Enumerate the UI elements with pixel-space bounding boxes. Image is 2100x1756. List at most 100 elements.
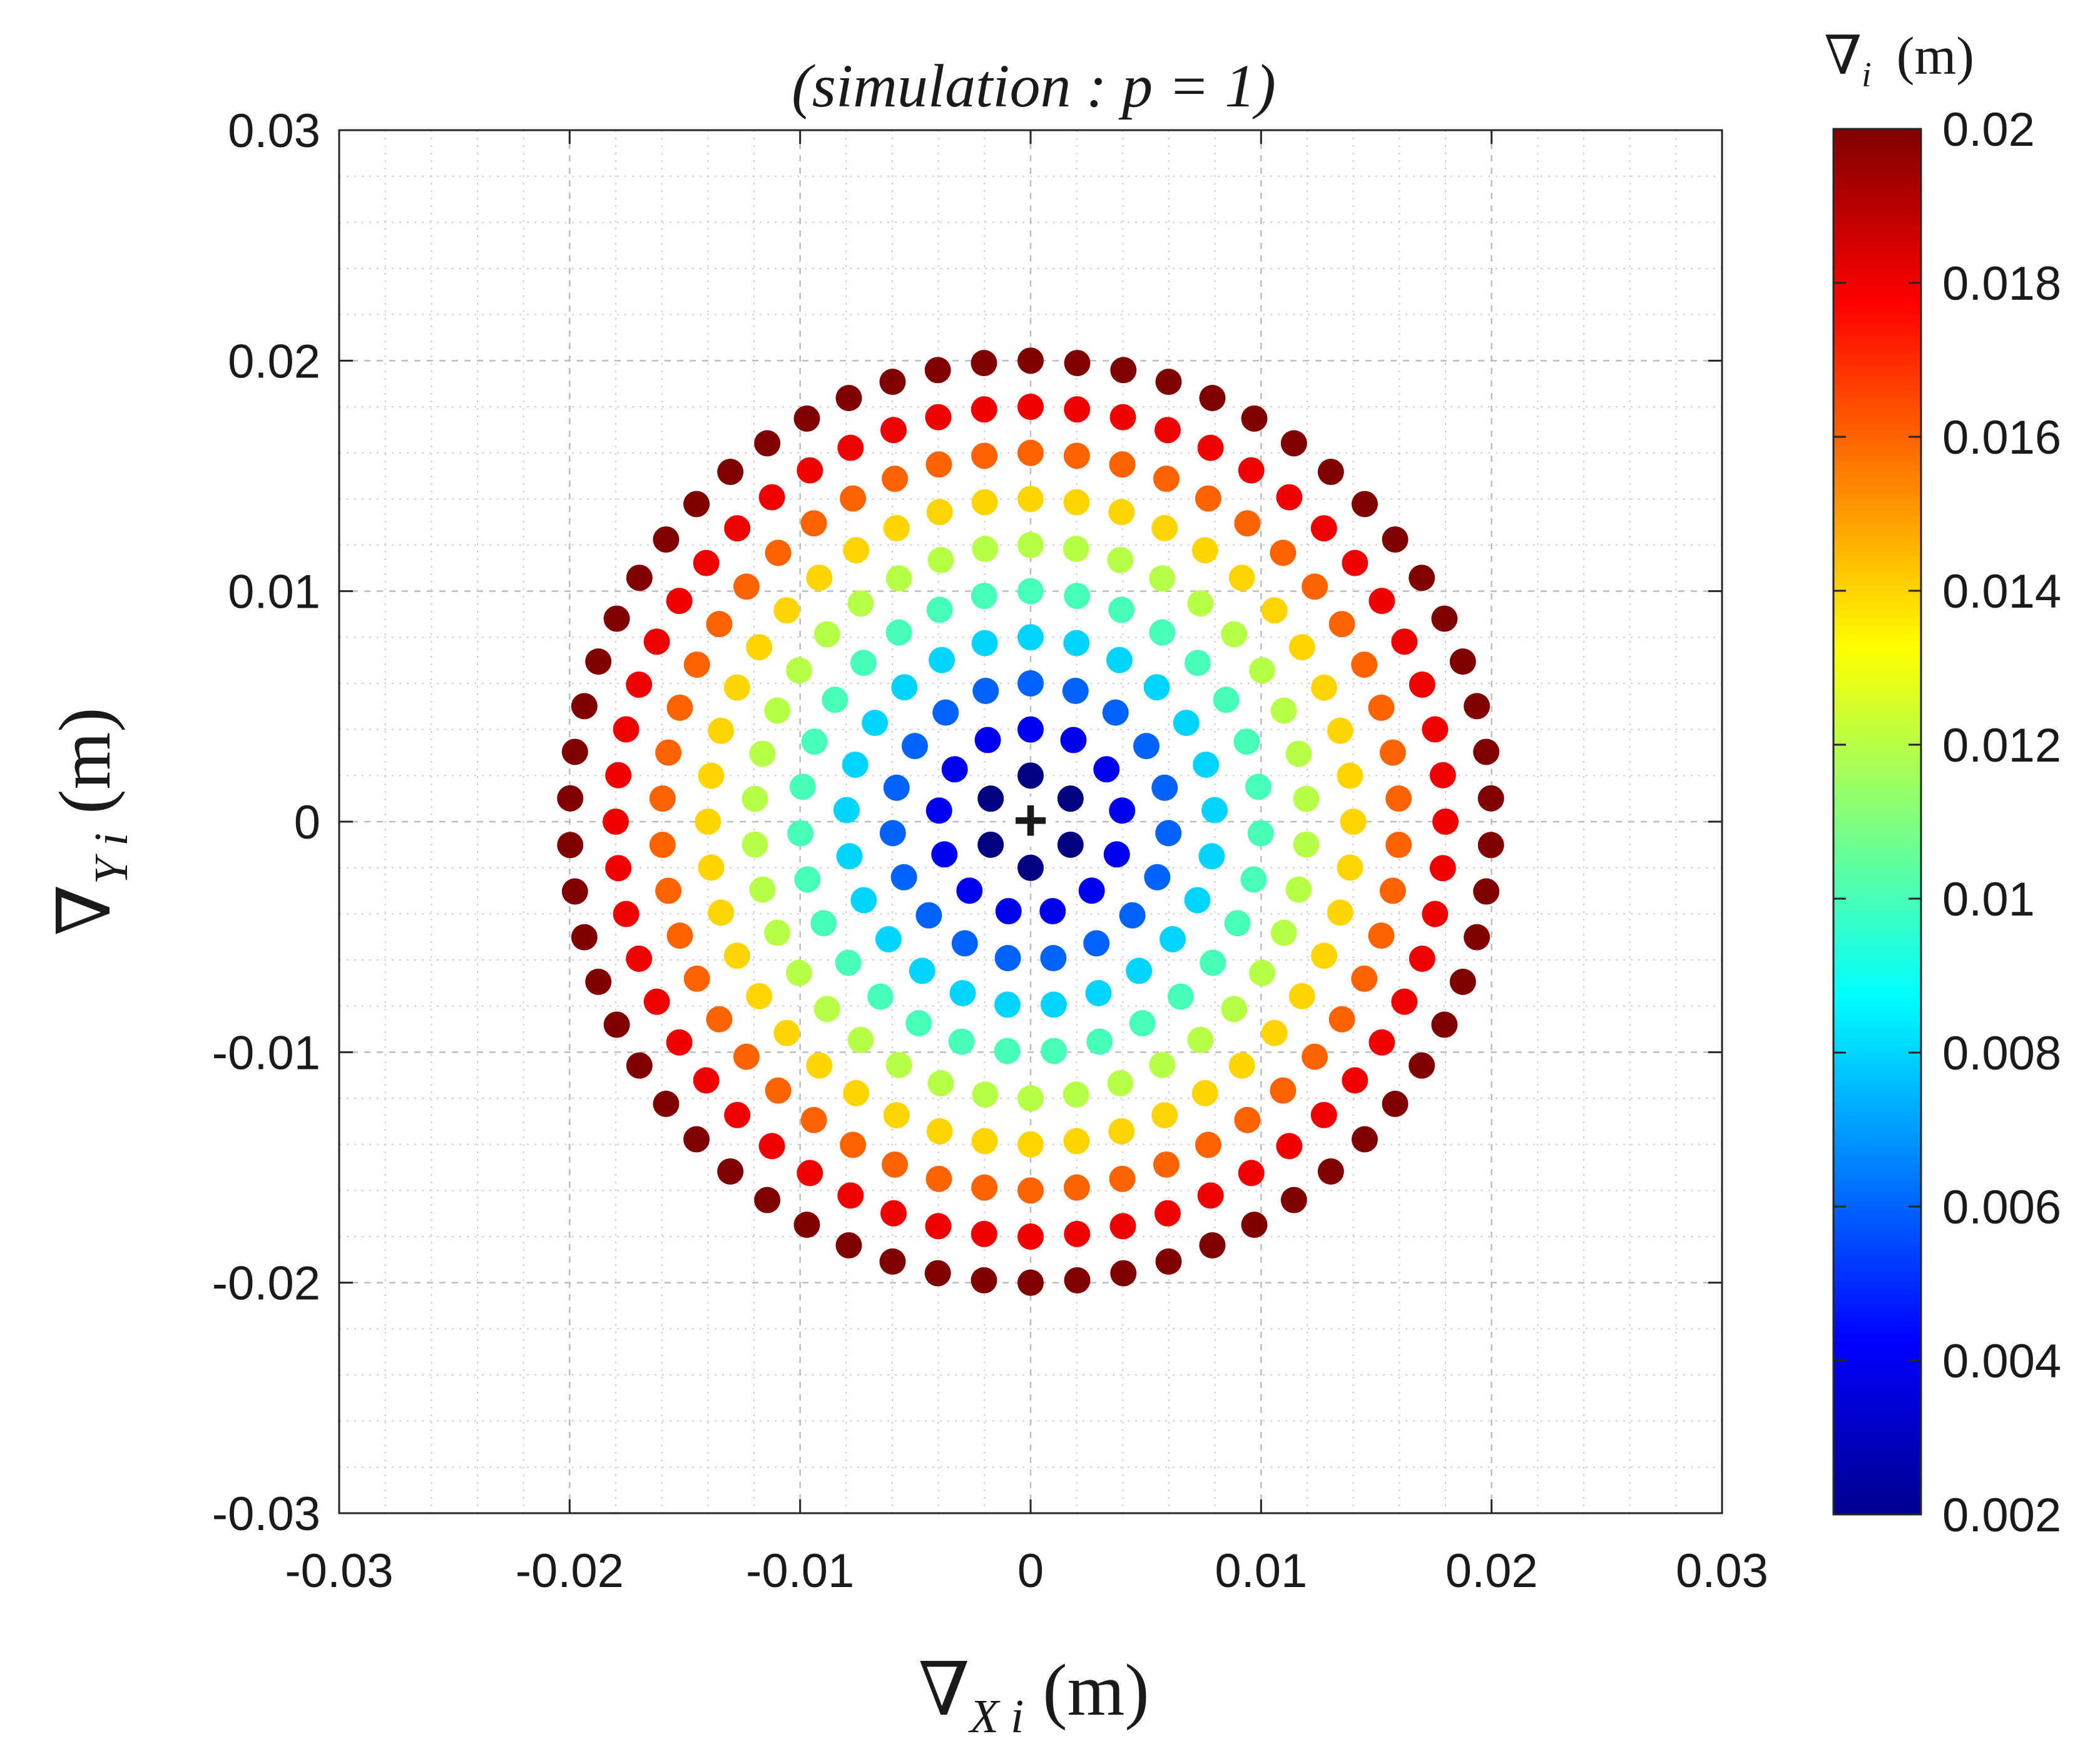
data-point	[773, 597, 800, 624]
ring-series	[557, 347, 1504, 1296]
data-point	[1057, 785, 1084, 812]
data-point	[836, 843, 863, 870]
data-point	[971, 350, 997, 377]
data-point	[683, 965, 710, 992]
data-point	[925, 797, 952, 824]
data-point	[1280, 430, 1307, 457]
data-point	[925, 451, 952, 478]
data-point	[706, 1006, 733, 1033]
ring-series	[603, 394, 1459, 1250]
data-point	[793, 1212, 820, 1238]
colorbar-tick-label: 0.008	[1942, 1027, 2061, 1080]
data-point	[883, 514, 910, 541]
data-point	[843, 537, 870, 564]
data-point	[1429, 855, 1456, 882]
data-point	[1328, 1006, 1355, 1033]
ring-series	[649, 439, 1412, 1204]
data-point	[971, 1174, 998, 1201]
data-point	[1302, 1043, 1328, 1070]
data-point	[890, 864, 917, 891]
data-point	[1078, 877, 1105, 904]
data-point	[1151, 774, 1178, 801]
data-point	[655, 739, 682, 766]
data-point	[1153, 466, 1180, 493]
data-point	[840, 485, 867, 512]
data-point	[879, 820, 906, 847]
data-point	[1017, 532, 1044, 558]
data-point	[787, 820, 814, 847]
x-tick-label: 0.03	[1676, 1544, 1768, 1598]
data-point	[794, 866, 821, 893]
data-point	[785, 959, 812, 986]
data-point	[1449, 648, 1476, 675]
data-point	[561, 878, 588, 905]
data-point	[1431, 1011, 1458, 1038]
ring-series	[977, 762, 1084, 881]
data-point	[1063, 1081, 1089, 1108]
data-point	[1409, 671, 1435, 698]
data-point	[765, 1077, 792, 1104]
data-point	[810, 910, 837, 937]
data-point	[1327, 717, 1353, 744]
data-point	[683, 651, 710, 678]
data-point	[994, 991, 1021, 1018]
data-point	[1302, 573, 1328, 600]
data-point	[1382, 1090, 1409, 1117]
data-point	[1149, 619, 1176, 646]
data-point	[655, 877, 682, 904]
data-point	[1064, 1267, 1091, 1294]
data-point	[1195, 1131, 1221, 1158]
data-point	[1167, 983, 1194, 1010]
data-point	[666, 922, 693, 949]
data-point	[571, 693, 598, 720]
data-point	[1063, 489, 1090, 516]
data-point	[1337, 762, 1363, 789]
data-point	[1311, 942, 1338, 969]
data-point	[879, 1248, 906, 1275]
data-point	[1017, 578, 1044, 605]
data-point	[1311, 674, 1338, 701]
x-tick-label: 0.01	[1215, 1544, 1307, 1598]
data-point	[1200, 949, 1226, 976]
data-point	[1379, 739, 1406, 766]
data-point	[1280, 1187, 1307, 1213]
data-point	[698, 762, 725, 789]
data-point	[929, 646, 956, 673]
data-point	[724, 1101, 751, 1128]
data-point	[926, 499, 953, 526]
data-point	[626, 564, 653, 591]
data-point	[1234, 510, 1261, 537]
data-point	[717, 459, 744, 486]
data-point	[1057, 831, 1084, 858]
data-point	[883, 1102, 910, 1129]
data-point	[1245, 773, 1272, 800]
data-point	[1064, 350, 1091, 377]
data-point	[626, 945, 653, 972]
data-point	[1017, 439, 1044, 466]
center-marker: +	[1006, 787, 1056, 854]
data-point	[1155, 1248, 1182, 1275]
y-tick-label: -0.01	[212, 1026, 320, 1080]
data-point	[924, 1260, 951, 1287]
data-point	[1017, 394, 1044, 420]
data-point	[1270, 697, 1297, 724]
data-point	[1017, 716, 1044, 743]
data-point	[557, 832, 584, 859]
data-point	[971, 1128, 998, 1155]
data-point	[1063, 442, 1090, 469]
data-point	[1310, 515, 1337, 542]
data-point	[1317, 1158, 1344, 1185]
data-point	[840, 1131, 867, 1158]
data-point	[951, 930, 978, 957]
data-point	[605, 855, 632, 882]
data-point	[915, 902, 942, 929]
data-point	[867, 983, 894, 1010]
data-point	[800, 510, 827, 537]
data-point	[1063, 1128, 1090, 1155]
data-point	[971, 489, 998, 516]
data-point	[758, 1133, 785, 1160]
data-point	[1154, 417, 1181, 444]
y-axis-label-subscript: Y i	[85, 833, 138, 884]
x-tick-label: 0.02	[1445, 1544, 1538, 1598]
data-point	[1270, 919, 1297, 946]
